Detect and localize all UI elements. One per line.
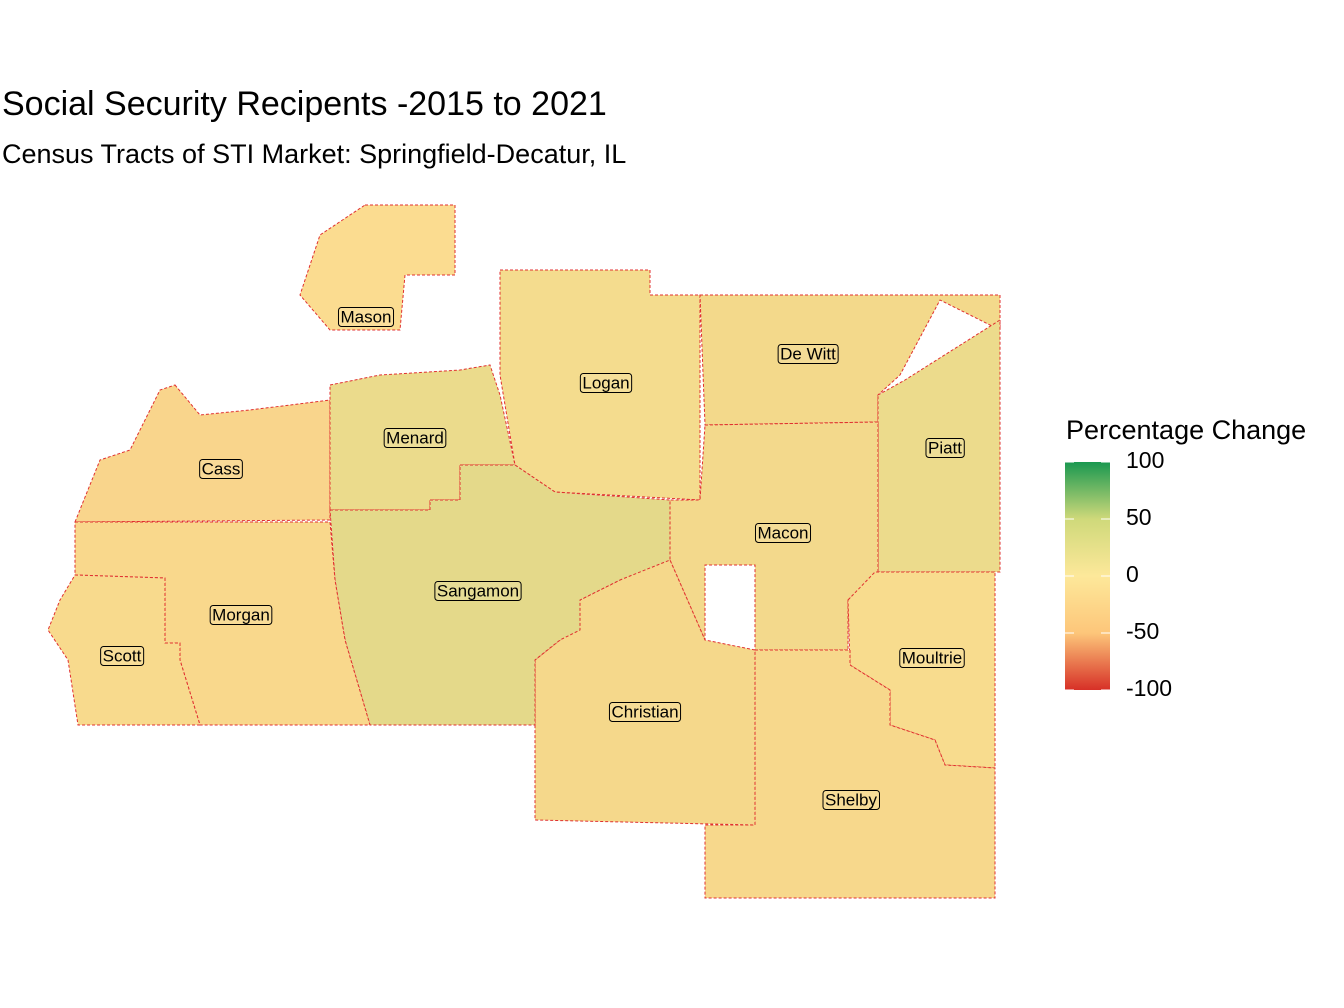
county-labels: Mason De Witt Logan Menard Piatt Cass Ma… <box>100 306 965 810</box>
county-label: Sangamon <box>437 581 519 600</box>
county-scott <box>47 574 201 726</box>
county-label: Piatt <box>928 438 962 457</box>
subtitle: Census Tracts of STI Market: Springfield… <box>2 139 626 169</box>
county-label: Moultrie <box>902 648 962 667</box>
label-box <box>608 701 682 722</box>
label-box <box>199 458 243 479</box>
county-label: Logan <box>582 373 629 392</box>
county-label: Cass <box>202 459 241 478</box>
counties <box>47 204 1001 899</box>
label-box <box>822 789 880 810</box>
county-label: Christian <box>611 702 678 721</box>
label-box <box>579 372 633 393</box>
legend-tick-label: 100 <box>1126 447 1164 473</box>
county-cass <box>74 384 331 523</box>
county-label: Macon <box>757 523 808 542</box>
legend: Percentage Change 100 50 0 -50 -100 <box>1065 415 1306 701</box>
legend-title: Percentage Change <box>1066 415 1306 445</box>
label-box <box>754 522 812 543</box>
legend-tick-label: -100 <box>1126 675 1172 701</box>
label-box <box>777 343 839 364</box>
county-label: Scott <box>103 646 142 665</box>
label-box <box>100 645 145 666</box>
legend-tick-label: 50 <box>1126 504 1152 530</box>
label-box <box>899 647 965 668</box>
county-label: Shelby <box>825 790 877 809</box>
label-box <box>925 437 965 458</box>
label-box <box>337 306 395 327</box>
title: Social Security Recipents -2015 to 2021 <box>2 85 607 123</box>
label-box <box>383 427 447 448</box>
county-label: Mason <box>340 307 391 326</box>
county-macon <box>669 421 879 651</box>
legend-tick-label: -50 <box>1126 618 1159 644</box>
county-mason <box>299 204 456 331</box>
county-shelby <box>704 649 996 899</box>
county-label: Menard <box>386 428 444 447</box>
legend-tick-label: 0 <box>1126 561 1139 587</box>
label-box <box>434 580 522 601</box>
county-dewitt <box>699 294 1001 426</box>
county-label: Morgan <box>212 605 270 624</box>
label-box <box>209 604 273 625</box>
county-label: De Witt <box>780 344 836 363</box>
